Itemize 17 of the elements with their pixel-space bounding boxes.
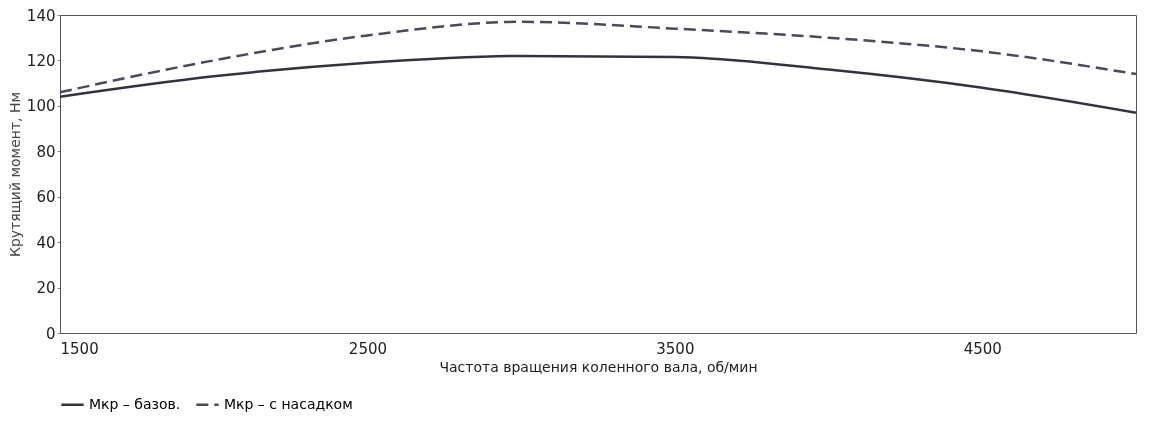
- y-tick-label: 120: [26, 51, 56, 70]
- x-tick-label: 2500: [348, 339, 388, 358]
- y-tick-label: 40: [36, 233, 56, 252]
- legend-label: Мкр – базов.: [89, 395, 181, 412]
- y-tick-label: 100: [26, 97, 56, 116]
- y-axis-title: Крутящий момент, Нм: [6, 91, 23, 258]
- x-tick-label: 3500: [656, 339, 695, 358]
- x-tick-label: 4500: [963, 339, 1002, 358]
- y-tick-label: 20: [36, 279, 56, 298]
- y-tick-label: 80: [36, 142, 56, 161]
- y-tick-label: 0: [45, 324, 56, 343]
- y-tick-label: 60: [36, 188, 56, 207]
- x-tick-label: 1500: [60, 339, 99, 358]
- legend-label: Мкр – с насадком: [224, 395, 353, 412]
- line-series: [58, 54, 1138, 114]
- y-tick-label: 140: [26, 6, 56, 25]
- x-axis-title: Частота вращения коленного вала, об/мин: [439, 358, 758, 375]
